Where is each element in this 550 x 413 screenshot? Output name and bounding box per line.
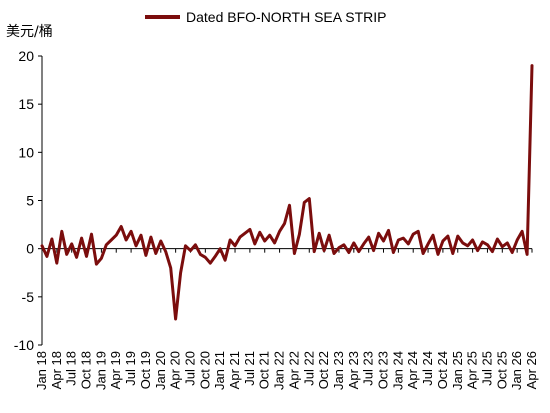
y-axis-unit: 美元/桶 <box>6 24 53 40</box>
x-tick-label: Apr 22 <box>286 351 301 389</box>
y-tick-label: 0 <box>26 241 34 257</box>
x-tick-label: Apr 24 <box>405 351 420 389</box>
x-tick-label: Oct 22 <box>316 351 331 389</box>
y-tick-label: 20 <box>18 48 34 64</box>
x-tick-label: Apr 21 <box>227 351 242 389</box>
y-tick-label: 15 <box>18 96 34 112</box>
plot-area <box>40 64 534 321</box>
x-tick-label: Oct 21 <box>257 351 272 389</box>
x-tick-label: Jan 19 <box>93 351 108 390</box>
x-tick-label: Oct 23 <box>376 351 391 389</box>
x-tick-label: Jan 20 <box>153 351 168 390</box>
x-tick-label: Jan 21 <box>212 351 227 390</box>
x-tick-label: Jul 25 <box>479 351 494 386</box>
x-tick-label: Jul 22 <box>301 351 316 386</box>
x-tick-label: Jan 24 <box>390 351 405 390</box>
x-tick-label: Jul 24 <box>420 351 435 386</box>
x-tick-label: Jan 22 <box>272 351 287 390</box>
x-tick-label: Jan 26 <box>509 351 524 390</box>
x-tick-label: Jul 21 <box>242 351 257 386</box>
x-tick-label: Jan 23 <box>331 351 346 390</box>
y-tick-label: -5 <box>22 289 35 305</box>
x-tick-label: Jul 20 <box>182 351 197 386</box>
x-tick-label: Apr 18 <box>49 351 64 389</box>
x-tick-label: Jul 19 <box>123 351 138 386</box>
y-axis: -10 -5 0 5 10 15 20 <box>14 48 43 353</box>
x-tick-label: Apr 19 <box>108 351 123 389</box>
y-tick-label: 10 <box>18 144 34 160</box>
x-tick-label: Oct 25 <box>494 351 509 389</box>
x-tick-label: Jul 18 <box>64 351 79 386</box>
x-tick-label: Oct 20 <box>197 351 212 389</box>
x-tick-label: Jul 23 <box>361 351 376 386</box>
x-tick-label: Oct 19 <box>138 351 153 389</box>
y-tick-label: 5 <box>26 193 34 209</box>
series-line <box>40 64 534 321</box>
x-tick-label: Jan 18 <box>34 351 49 390</box>
x-tick-label: Jan 25 <box>450 351 465 390</box>
x-tick-label: Apr 20 <box>168 351 183 389</box>
x-tick-label: Apr 26 <box>524 351 539 389</box>
x-tick-label: Oct 18 <box>79 351 94 389</box>
legend: Dated BFO-NORTH SEA STRIP <box>145 9 386 25</box>
y-tick-label: -10 <box>14 337 34 353</box>
x-tick-label: Oct 24 <box>435 351 450 389</box>
x-tick-label: Apr 23 <box>346 351 361 389</box>
x-tick-label: Apr 25 <box>465 351 480 389</box>
legend-label: Dated BFO-NORTH SEA STRIP <box>186 9 386 25</box>
x-axis: Jan 18 Apr 18 Jul 18 Oct 18 Jan 19 Apr 19 Jul … <box>34 248 539 390</box>
